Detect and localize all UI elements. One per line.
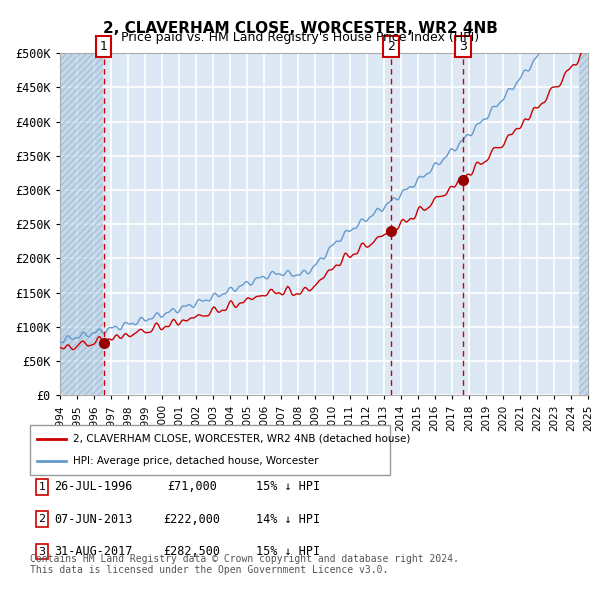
Text: 2: 2 (387, 40, 395, 53)
Text: HPI: Average price, detached house, Worcester: HPI: Average price, detached house, Worc… (73, 456, 319, 466)
Text: £222,000: £222,000 (163, 513, 221, 526)
Text: £282,500: £282,500 (163, 545, 221, 558)
Text: 1: 1 (100, 40, 108, 53)
Text: 2, CLAVERHAM CLOSE, WORCESTER, WR2 4NB: 2, CLAVERHAM CLOSE, WORCESTER, WR2 4NB (103, 21, 497, 35)
Text: £71,000: £71,000 (167, 480, 217, 493)
Text: 15% ↓ HPI: 15% ↓ HPI (256, 480, 320, 493)
Text: 2: 2 (38, 514, 46, 524)
Text: 26-JUL-1996: 26-JUL-1996 (54, 480, 132, 493)
Text: Price paid vs. HM Land Registry's House Price Index (HPI): Price paid vs. HM Land Registry's House … (121, 31, 479, 44)
Text: 15% ↓ HPI: 15% ↓ HPI (256, 545, 320, 558)
Text: 1: 1 (38, 482, 46, 491)
Text: 31-AUG-2017: 31-AUG-2017 (54, 545, 132, 558)
Text: 14% ↓ HPI: 14% ↓ HPI (256, 513, 320, 526)
Text: Contains HM Land Registry data © Crown copyright and database right 2024.
This d: Contains HM Land Registry data © Crown c… (30, 553, 459, 575)
FancyBboxPatch shape (30, 425, 390, 475)
Text: 3: 3 (459, 40, 467, 53)
Text: 3: 3 (38, 547, 46, 556)
Text: 2, CLAVERHAM CLOSE, WORCESTER, WR2 4NB (detached house): 2, CLAVERHAM CLOSE, WORCESTER, WR2 4NB (… (73, 434, 410, 444)
Text: 07-JUN-2013: 07-JUN-2013 (54, 513, 132, 526)
